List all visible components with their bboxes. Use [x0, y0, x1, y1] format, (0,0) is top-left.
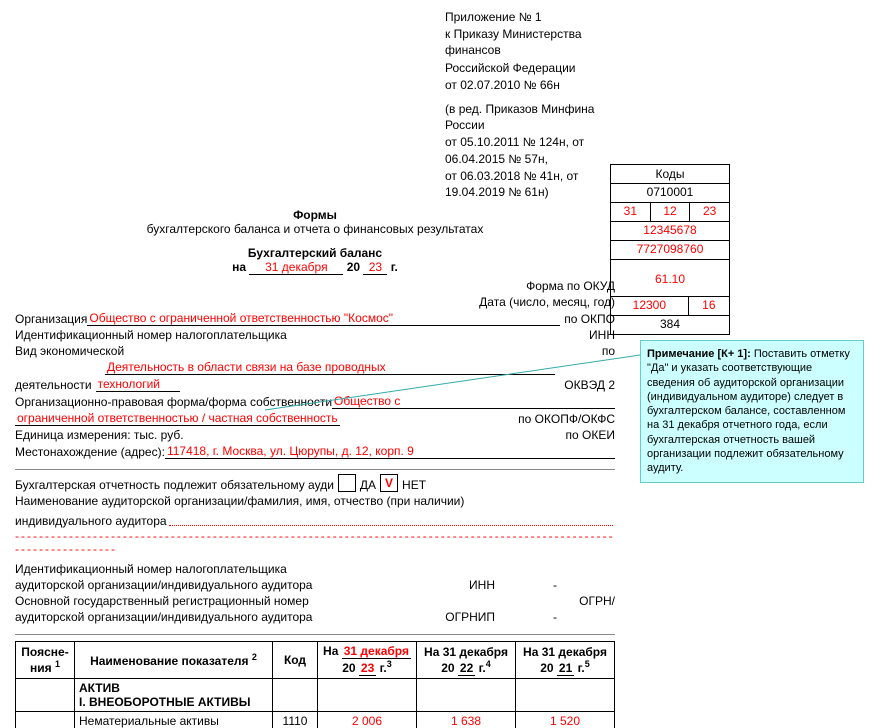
id-label: Идентификационный номер налогоплательщик…: [15, 562, 287, 576]
code-d: 31: [611, 203, 650, 221]
checkbox-yes[interactable]: [338, 474, 356, 492]
no-label: НЕТ: [402, 478, 426, 492]
id-label2: аудиторской организации/индивидуального …: [15, 578, 435, 592]
th-y1: 23: [359, 661, 376, 676]
code-okfs: 16: [688, 297, 729, 315]
dotted-line: [169, 512, 613, 526]
balance-date: на 31 декабря 20 23 г.: [15, 260, 615, 275]
callout-title: Примечание [К+ 1]:: [647, 348, 754, 360]
code-okei: 384: [611, 316, 729, 334]
econ-value1: Деятельность в области связи на базе про…: [105, 360, 555, 375]
yes-label: ДА: [360, 478, 376, 492]
forms-subtitle: бухгалтерского баланса и отчета о финанс…: [15, 222, 615, 236]
inn-label: Идентификационный номер налогоплательщик…: [15, 328, 589, 342]
y20-label: 20: [347, 260, 360, 274]
row-v1: 2 006: [318, 712, 417, 728]
th-code: Код: [273, 642, 318, 679]
comment-callout: Примечание [К+ 1]: Поставить отметку "Да…: [640, 340, 864, 483]
th-on1: На: [323, 644, 338, 658]
th-on2: На: [424, 645, 439, 659]
okpo-label: по ОКПО: [564, 312, 615, 326]
att-line: Российской Федерации: [445, 60, 615, 76]
sup2: 2: [252, 652, 257, 662]
inn2: ИНН: [435, 578, 495, 592]
th-y3: 21: [557, 661, 574, 676]
code-okpo: 12345678: [611, 222, 729, 240]
ogrnip-dash: -: [495, 610, 615, 624]
att-line: от 02.07.2010 № 66н: [445, 77, 615, 93]
att-line: к Приказу Министерства финансов: [445, 26, 615, 58]
sec-aktiv: АКТИВ: [79, 681, 120, 695]
th-on3: На: [523, 645, 538, 659]
code-inn: 7727098760: [611, 241, 729, 259]
th-name: Наименование показателя: [90, 654, 248, 668]
code-okopf: 12300: [611, 297, 688, 315]
divider2: [15, 634, 615, 635]
th-exp: Поясне- ния: [21, 645, 68, 675]
row-code: 1110: [273, 712, 318, 728]
okved-label: ОКВЭД 2: [564, 378, 615, 392]
g-label: г.: [391, 260, 398, 274]
inn-dash: -: [495, 578, 615, 592]
audind-label: индивидуального аудитора: [15, 514, 167, 528]
att-line: от 05.10.2011 № 124н, от 06.04.2015 № 57…: [445, 134, 615, 166]
dashes: ----------------------------------------…: [15, 530, 615, 556]
date-value: 31 декабря: [249, 260, 343, 275]
balance-table: Поясне- ния 1 Наименование показателя 2 …: [15, 641, 615, 728]
okei-label: по ОКЕИ: [566, 428, 615, 442]
addr-value: 117418, г. Москва, ул. Цюрупы, д. 12, ко…: [165, 444, 615, 459]
row-v3: 1 520: [516, 712, 615, 728]
ogrn-label2: аудиторской организации/индивидуального …: [15, 610, 435, 624]
audit-label: Бухгалтерская отчетность подлежит обязат…: [15, 478, 334, 492]
att-line: от 06.03.2018 № 41н, от 19.04.2019 № 61н…: [445, 168, 615, 200]
attachment-block: Приложение № 1 к Приказу Министерства фи…: [445, 4, 615, 200]
ogrn: ОГРН/: [555, 594, 615, 608]
yy-value: 23: [363, 260, 387, 275]
sup5: 5: [585, 659, 590, 669]
opf-value1: Общество с: [332, 394, 615, 409]
opf-label: Организационно-правовая форма/форма собс…: [15, 395, 332, 409]
divider: [15, 469, 615, 470]
sup4: 4: [486, 659, 491, 669]
date-label: Дата (число, месяц, год): [479, 295, 615, 309]
row-v2: 1 638: [417, 712, 516, 728]
econ-label1: Вид экономической: [15, 344, 124, 358]
att-line: (в ред. Приказов Минфина России: [445, 101, 615, 133]
codes-header: Коды: [611, 165, 729, 184]
balance-title: Бухгалтерский баланс: [15, 246, 615, 260]
po-label: по: [602, 344, 615, 358]
codes-block: Коды 0710001 311223 12345678 7727098760 …: [610, 164, 730, 335]
sec-vneoborot: I. ВНЕОБОРОТНЫЕ АКТИВЫ: [79, 695, 251, 709]
code-okved: 61.10: [611, 260, 729, 296]
econ-value2: технологий: [96, 377, 180, 392]
row-name: Нематериальные активы: [75, 712, 273, 728]
org-label: Организация: [15, 312, 87, 326]
th-dec1: 31 декабря: [342, 644, 411, 659]
callout-body: Поставить отметку "Да" и указать соответ…: [647, 348, 850, 474]
okud-label: Форма по ОКУД: [526, 279, 615, 293]
code-okud: 0710001: [611, 184, 729, 202]
org-value: Общество с ограниченной ответственностью…: [87, 311, 560, 326]
sup3: 3: [387, 659, 392, 669]
on-label: на: [232, 260, 246, 274]
code-y: 23: [689, 203, 729, 221]
ogrn-label: Основной государственный регистрационный…: [15, 594, 555, 608]
forms-title: Формы: [15, 208, 615, 222]
th-y2: 22: [458, 661, 475, 676]
deyat-label: деятельности: [15, 378, 92, 392]
unit-label: Единица измерения: тыс. руб.: [15, 428, 566, 442]
opf-value2: ограниченной ответственностью / частная …: [15, 411, 340, 426]
checkbox-no[interactable]: V: [380, 474, 398, 492]
addr-label: Местонахождение (адрес):: [15, 445, 165, 459]
table-row: Нематериальные активы11102 0061 6381 520: [16, 712, 615, 728]
audname-label: Наименование аудиторской организации/фам…: [15, 494, 464, 508]
okopf-label: по ОКОПФ/ОКФС: [518, 412, 615, 426]
code-m: 12: [650, 203, 690, 221]
sup1: 1: [55, 659, 60, 669]
audit-row: Бухгалтерская отчетность подлежит обязат…: [15, 474, 615, 492]
att-line: Приложение № 1: [445, 9, 615, 25]
ogrnip: ОГРНИП: [435, 610, 495, 624]
